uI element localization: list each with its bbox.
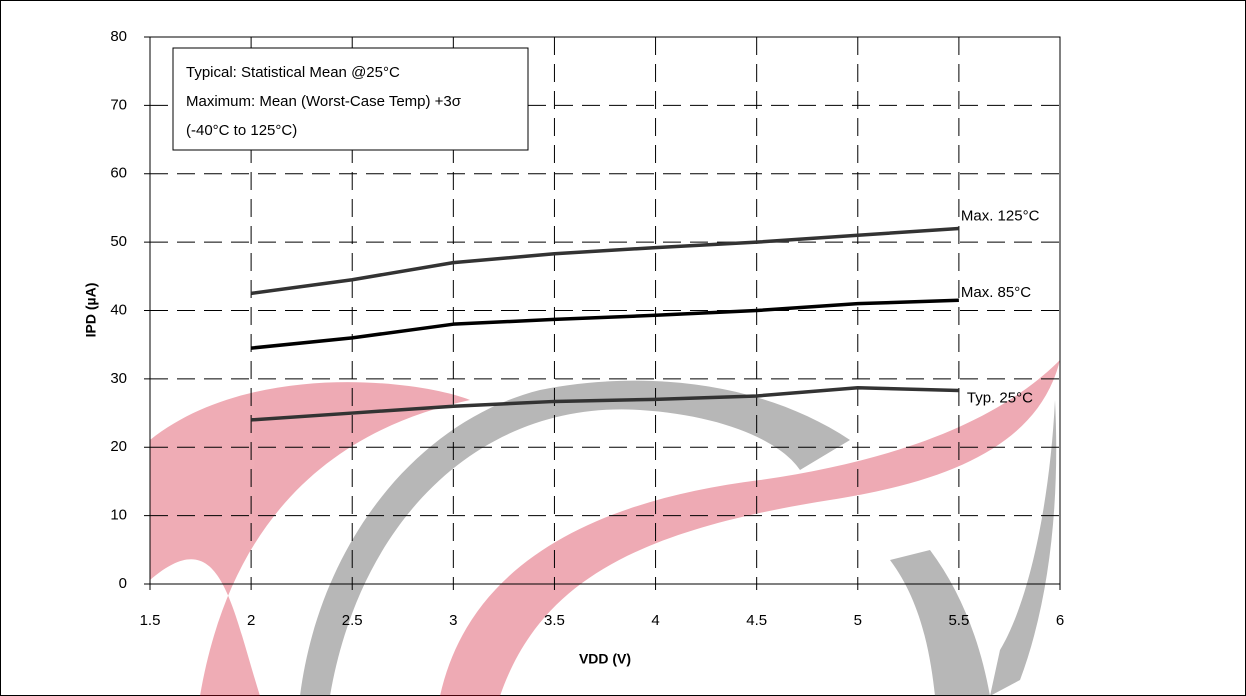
- series-line: [250, 386, 959, 422]
- y-tick-label: 10: [110, 507, 127, 524]
- y-axis-title: IPD (µA): [83, 283, 99, 338]
- y-tick-label: 40: [110, 301, 127, 318]
- series-line: [250, 298, 959, 350]
- annotation: Maximum: Mean (Worst-Case Temp) +3σ: [186, 93, 462, 110]
- annotation: Typical: Statistical Mean @25°C: [186, 64, 400, 81]
- x-tick-label: 2.5: [342, 612, 363, 629]
- y-tick-label: 20: [110, 438, 127, 455]
- series-label: Max. 85°C: [961, 284, 1031, 301]
- x-tick-label: 3: [449, 612, 457, 629]
- x-tick-label: 6: [1056, 612, 1064, 629]
- series-label: Max. 125°C: [961, 207, 1040, 224]
- x-tick-label: 1.5: [140, 612, 161, 629]
- x-axis-title: VDD (V): [579, 651, 631, 667]
- y-tick-label: 30: [110, 370, 127, 387]
- x-tick-label: 2: [247, 612, 255, 629]
- annotation: (-40°C to 125°C): [186, 122, 297, 139]
- y-tick-label: 80: [110, 28, 127, 45]
- x-tick-label: 5.5: [948, 612, 969, 629]
- series-line: [250, 226, 960, 296]
- annotation-box: [172, 47, 529, 151]
- x-tick-label: 3.5: [544, 612, 565, 629]
- y-tick-label: 0: [119, 575, 127, 592]
- y-tick-label: 60: [110, 165, 127, 182]
- x-tick-label: 4.5: [746, 612, 767, 629]
- x-tick-label: 4: [651, 612, 659, 629]
- y-tick-label: 50: [110, 233, 127, 250]
- series-label: Typ. 25°C: [967, 389, 1033, 406]
- y-tick-label: 70: [110, 96, 127, 113]
- x-tick-label: 5: [854, 612, 862, 629]
- watermark: [150, 360, 1060, 696]
